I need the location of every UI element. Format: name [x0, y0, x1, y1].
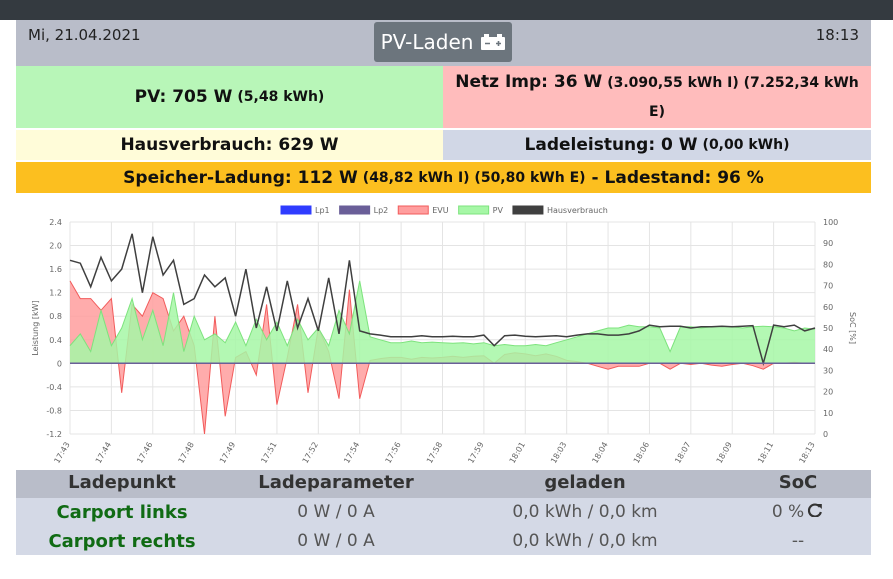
haus-box: Hausverbrauch: 629 W [16, 130, 443, 160]
y2-tick-label: 80 [823, 260, 833, 269]
netz-box: Netz Imp: 36 W (3.090,55 kWh I) (7.252,34… [443, 66, 871, 128]
legend-label: PV [493, 206, 504, 215]
y-tick-label: 0.4 [49, 336, 62, 345]
haus-main: Hausverbrauch: 629 W [120, 135, 339, 155]
y2-tick-label: 100 [823, 218, 838, 227]
y-tick-label: -0.8 [46, 406, 62, 415]
x-tick-label: 17:59 [466, 441, 485, 465]
header: Mi, 21.04.2021 PV-Laden 18:13 [16, 20, 871, 66]
y-tick-label: 1.2 [49, 289, 62, 298]
x-tick-label: 18:03 [549, 441, 568, 465]
y-tick-label: 1.6 [49, 265, 62, 274]
date: Mi, 21.04.2021 [28, 26, 141, 44]
y2-tick-label: 10 [823, 409, 833, 418]
legend-label: Hausverbrauch [547, 206, 608, 215]
legend-swatch [280, 205, 312, 215]
x-tick-label: 17:54 [342, 441, 361, 465]
mode-label: PV-Laden [380, 30, 474, 54]
pv-box: PV: 705 W (5,48 kWh) [16, 66, 443, 128]
x-tick-label: 18:09 [715, 441, 734, 465]
legend-label: Lp2 [374, 206, 389, 215]
x-tick-label: 17:58 [425, 441, 444, 465]
x-tick-label: 17:51 [259, 441, 278, 465]
x-tick-label: 17:49 [218, 441, 237, 465]
legend-label: Lp1 [315, 206, 330, 215]
lade-main: Ladeleistung: 0 W [524, 135, 698, 155]
series-line [69, 233, 816, 367]
y-axis-title: Leistung [kW] [31, 300, 40, 355]
legend-swatch [512, 205, 544, 215]
pv-detail: (5,48 kWh) [237, 89, 325, 105]
y2-tick-label: 90 [823, 239, 833, 248]
x-tick-label: 18:04 [590, 441, 609, 465]
x-tick-label: 18:07 [673, 441, 692, 465]
y2-axis-title: SoC [%] [848, 312, 857, 344]
speicher-box: Speicher-Ladung: 112 W (48,82 kWh I) (50,… [16, 162, 871, 193]
x-tick-label: 17:44 [94, 441, 113, 465]
y2-tick-label: 0 [823, 430, 828, 439]
y2-tick-label: 50 [823, 324, 833, 333]
x-tick-label: 17:56 [384, 441, 403, 465]
netz-main: Netz Imp: 36 W [455, 72, 603, 92]
lade-detail: (0,00 kWh) [702, 137, 790, 153]
legend-label: EVU [432, 206, 449, 215]
x-tick-label: 18:13 [797, 441, 816, 465]
time: 18:13 [815, 26, 859, 44]
netz-detail: (3.090,55 kWh I) (7.252,34 kWh E) [607, 75, 859, 120]
x-tick-label: 17:52 [301, 441, 320, 465]
speicher-detail: (48,82 kWh I) (50,80 kWh E) [362, 169, 586, 186]
y-tick-label: -0.4 [46, 383, 62, 392]
legend-swatch [458, 205, 490, 215]
legend-swatch [339, 205, 371, 215]
series-line [69, 280, 816, 353]
y-tick-label: 0.8 [49, 312, 62, 321]
y-tick-label: 2.4 [49, 218, 62, 227]
y2-tick-label: 40 [823, 345, 833, 354]
y2-tick-label: 60 [823, 303, 833, 312]
lade-box: Ladeleistung: 0 W (0,00 kWh) [443, 130, 871, 160]
y2-tick-label: 30 [823, 366, 833, 375]
y-tick-label: 2.0 [49, 242, 62, 251]
table-header [16, 470, 871, 498]
x-tick-label: 17:46 [135, 441, 154, 465]
legend-swatch [397, 205, 429, 215]
table-body [16, 498, 871, 555]
x-tick-label: 17:48 [177, 441, 196, 465]
x-tick-label: 17:43 [52, 441, 71, 465]
pv-main: PV: 705 W [134, 87, 233, 107]
battery-icon [481, 34, 506, 50]
speicher-soc: - Ladestand: 96 % [591, 167, 764, 188]
area [70, 280, 815, 364]
mode-button[interactable]: PV-Laden [374, 22, 512, 62]
y2-tick-label: 20 [823, 388, 833, 397]
x-tick-label: 18:01 [508, 441, 527, 465]
y-tick-label: 0 [57, 359, 62, 368]
y2-tick-label: 70 [823, 282, 833, 291]
y-tick-label: -1.2 [46, 430, 62, 439]
chart: Leistung [kW] SoC [%] -1.2 -0.8 -0.4 0 0.4 0.… [31, 205, 857, 465]
speicher-main: Speicher-Ladung: 112 W [123, 167, 358, 188]
top-bar [0, 0, 893, 20]
x-tick-label: 18:06 [632, 441, 651, 465]
x-tick-label: 18:11 [756, 441, 775, 465]
